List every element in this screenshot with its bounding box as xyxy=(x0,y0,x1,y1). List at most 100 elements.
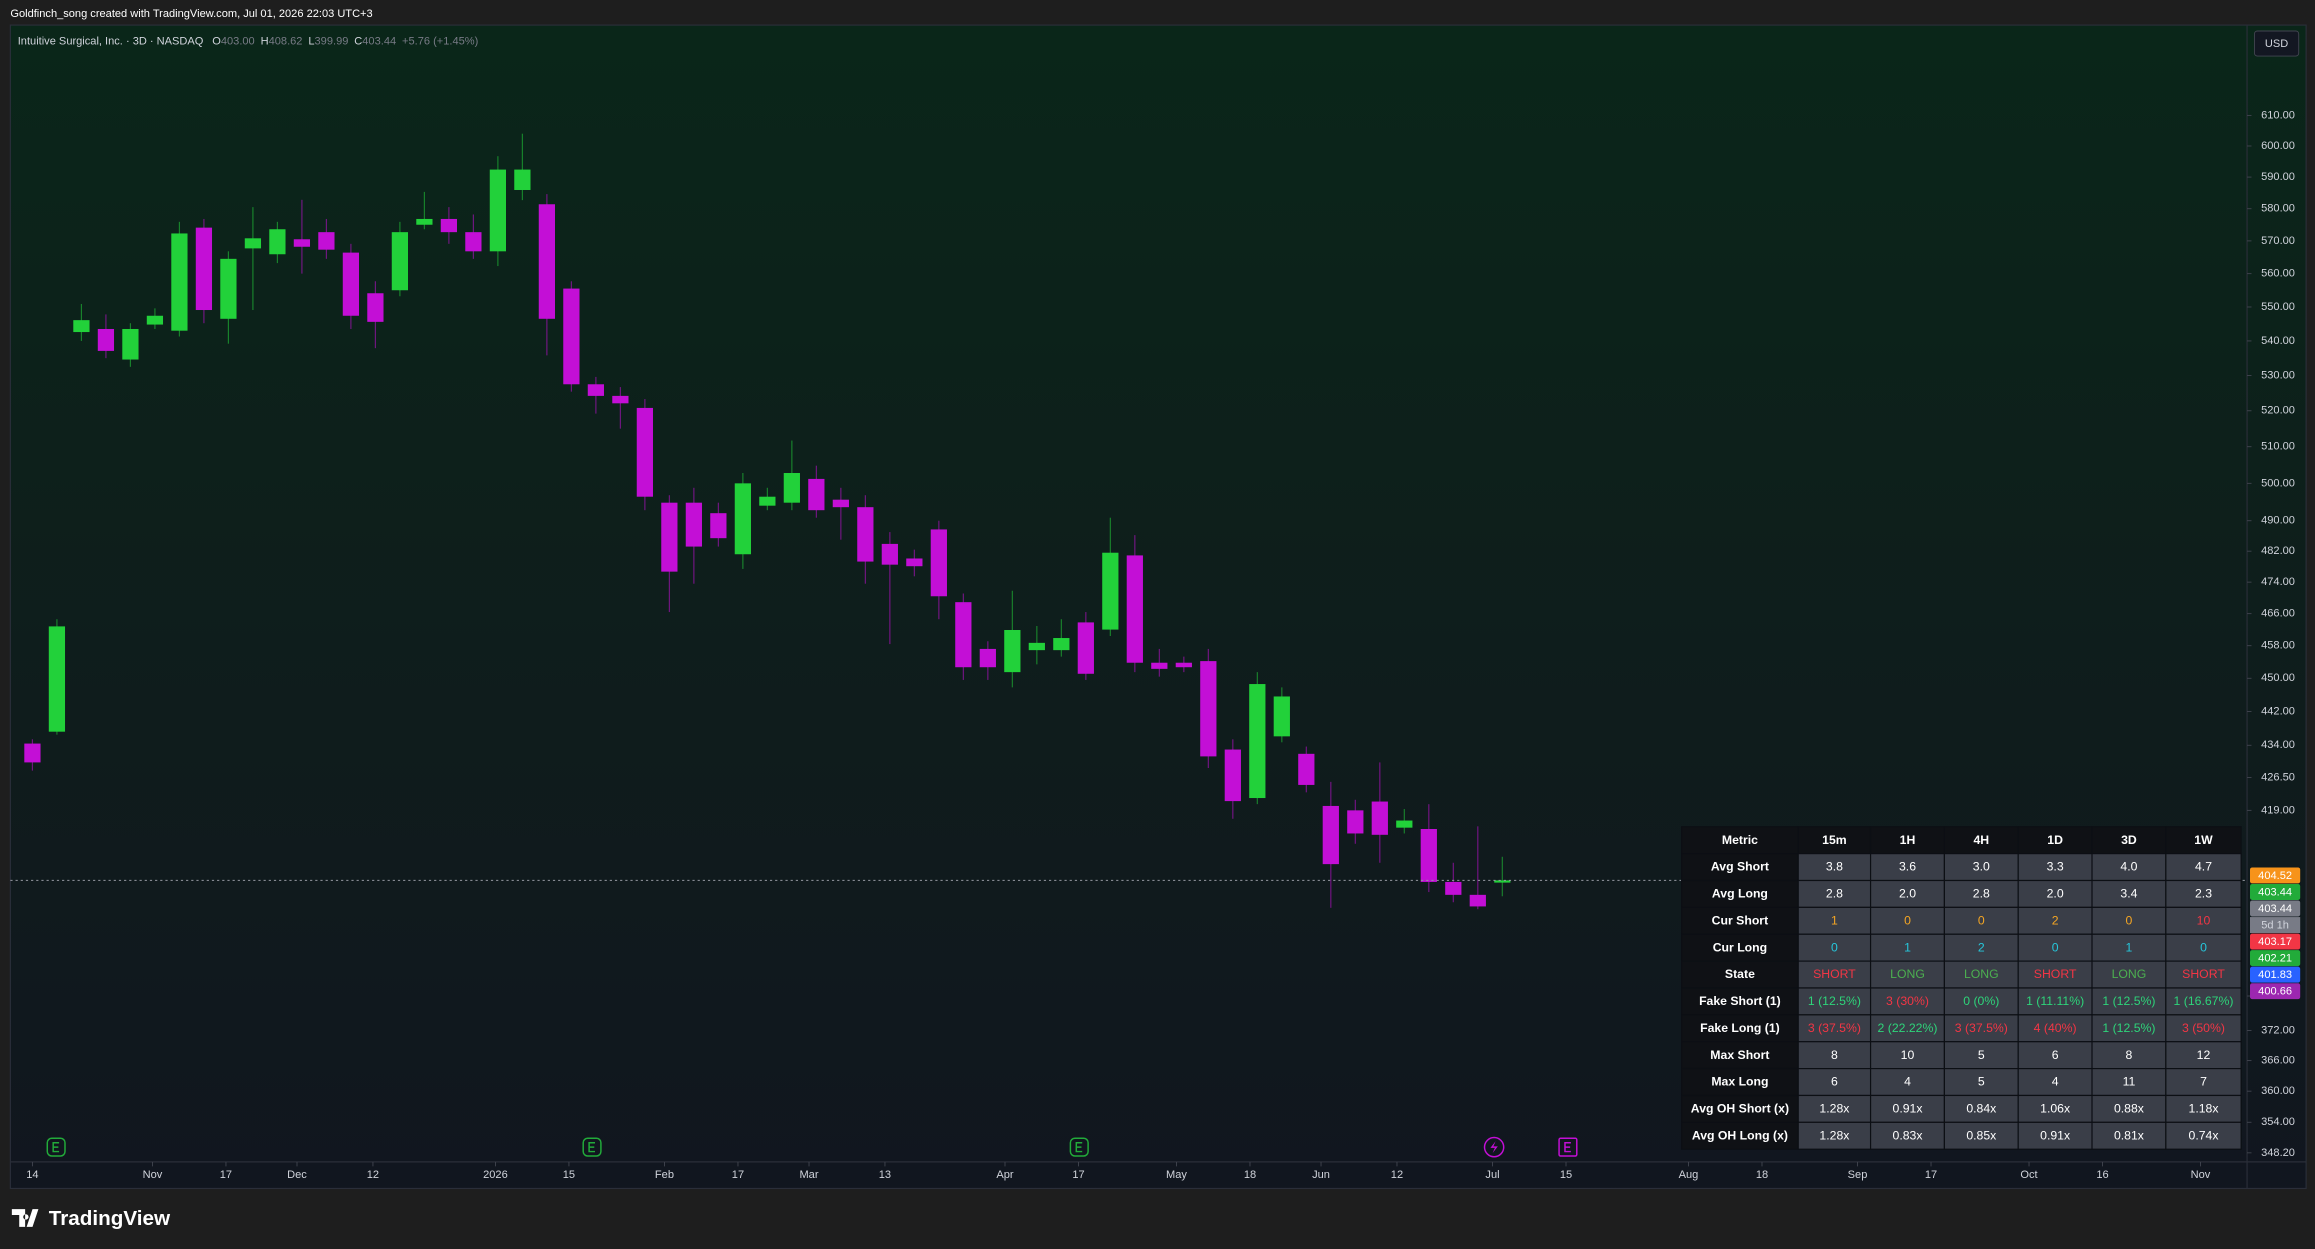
currency-box[interactable] xyxy=(2253,30,2300,57)
candle-body xyxy=(881,543,898,565)
earnings-icon[interactable] xyxy=(46,1137,66,1157)
earnings-icon[interactable] xyxy=(1558,1137,1578,1157)
candle-body xyxy=(73,320,90,333)
candle-body xyxy=(1322,805,1339,865)
y-tick-label: 510.00 xyxy=(2261,441,2295,453)
x-tick-label: Dec xyxy=(287,1169,307,1181)
table-value: 3 (30%) xyxy=(1886,994,1929,1008)
y-tick-label: 450.00 xyxy=(2261,672,2295,684)
table-cell xyxy=(1681,1094,1799,1123)
price-tag-label: 402.21 xyxy=(2258,952,2292,964)
x-tick-label: 12 xyxy=(1391,1169,1403,1181)
x-tick-label: 14 xyxy=(26,1169,38,1181)
table-value: 3.6 xyxy=(1899,860,1916,874)
table-cell xyxy=(2165,853,2242,882)
table-header: 3D xyxy=(2121,833,2137,847)
candle-body xyxy=(489,169,507,252)
candle-body xyxy=(1200,661,1217,757)
table-cell xyxy=(2017,1121,2093,1150)
table-cell xyxy=(2091,906,2167,935)
table-cell xyxy=(1943,826,2019,855)
x-tick-label: Sep xyxy=(1848,1169,1868,1181)
table-value: 5 xyxy=(1978,1048,1985,1062)
x-tick-label: 18 xyxy=(1244,1169,1256,1181)
table-cell xyxy=(1869,879,1945,908)
table-value: 4 xyxy=(2052,1075,2059,1089)
candle-body xyxy=(1151,662,1168,669)
x-tick-label: 17 xyxy=(732,1169,744,1181)
y-tick-label: 520.00 xyxy=(2261,405,2295,417)
table-value: 6 xyxy=(1831,1075,1838,1089)
table-value: 12 xyxy=(2197,1048,2211,1062)
table-cell xyxy=(1869,906,1945,935)
table-value: 3.8 xyxy=(1826,860,1843,874)
table-cell xyxy=(2165,1121,2242,1150)
table-cell xyxy=(1681,960,1799,989)
candle-body xyxy=(1126,555,1143,663)
dividend-icon[interactable] xyxy=(1483,1136,1505,1158)
candle-body xyxy=(685,502,702,547)
y-tick-label: 482.00 xyxy=(2261,545,2295,557)
x-tick-label: Aug xyxy=(1679,1169,1699,1181)
table-cell xyxy=(1869,1067,1945,1097)
y-tick-label: 490.00 xyxy=(2261,515,2295,527)
candle-body xyxy=(367,293,384,322)
ohlc-key: O xyxy=(212,35,221,47)
table-cell xyxy=(1681,879,1799,908)
candle-body xyxy=(146,315,164,325)
table-cell xyxy=(2017,879,2093,908)
x-tick-label: 16 xyxy=(2096,1169,2108,1181)
price-tag xyxy=(2250,933,2301,950)
earnings-icon[interactable] xyxy=(582,1137,602,1157)
candle-body xyxy=(293,239,311,247)
table-cell xyxy=(2091,826,2167,855)
price-tags: 404.52 403.44 403.44 5d 1h 403.17 402.21 401.8… xyxy=(2250,867,2301,1000)
candle-body xyxy=(440,218,458,233)
y-tick-label: 530.00 xyxy=(2261,369,2295,381)
candle-body xyxy=(734,483,751,555)
table-value: 6 xyxy=(2052,1048,2059,1062)
table-value: 0 xyxy=(2126,913,2133,927)
candle-body xyxy=(563,288,580,385)
table-value: 2.3 xyxy=(2195,887,2212,901)
table-value: State xyxy=(1725,967,1755,981)
table-value: 0.88x xyxy=(2114,1102,2144,1116)
table-value: 2 (22.22%) xyxy=(1878,1021,1938,1035)
x-tick-label: May xyxy=(1166,1169,1187,1181)
table-value: 2.8 xyxy=(1826,887,1843,901)
price-tag xyxy=(2250,966,2301,983)
table-value: 11 xyxy=(2123,1075,2136,1089)
table-value: 1.28x xyxy=(1819,1102,1849,1116)
y-tick-label: 550.00 xyxy=(2261,301,2295,313)
table-cell xyxy=(2017,1041,2093,1070)
table-value: Avg OH Short (x) xyxy=(1691,1102,1789,1116)
table-value: 1 (12.5%) xyxy=(1808,994,1861,1008)
x-tick-label: 15 xyxy=(1560,1169,1572,1181)
y-tick-label: 360.00 xyxy=(2261,1085,2295,1097)
candle-body xyxy=(636,407,653,497)
table-value: 1 xyxy=(2126,940,2133,954)
ohlc-value: 403.00 xyxy=(221,35,255,47)
table-cell xyxy=(2091,1121,2167,1150)
candle-body xyxy=(416,218,433,225)
table-cell xyxy=(1797,1121,1872,1150)
candle-body xyxy=(930,529,947,597)
table-value: 8 xyxy=(1831,1048,1838,1062)
earnings-icon[interactable] xyxy=(1069,1137,1089,1157)
table-cell xyxy=(1681,1121,1799,1150)
logo-mark xyxy=(11,1209,39,1227)
table-value: SHORT xyxy=(2034,967,2077,981)
table-header: 1D xyxy=(2047,833,2063,847)
table-header: 1H xyxy=(1900,833,1916,847)
table-header: 1W xyxy=(2194,833,2213,847)
candle-body xyxy=(759,496,776,506)
ohlc-key: L xyxy=(308,35,314,47)
table-value: 8 xyxy=(2126,1048,2133,1062)
candle-body xyxy=(587,384,604,396)
table-cell xyxy=(2091,1014,2167,1043)
candle-body xyxy=(1469,894,1486,907)
x-tick-label: Jul xyxy=(1485,1169,1499,1181)
candle-body xyxy=(465,232,482,252)
